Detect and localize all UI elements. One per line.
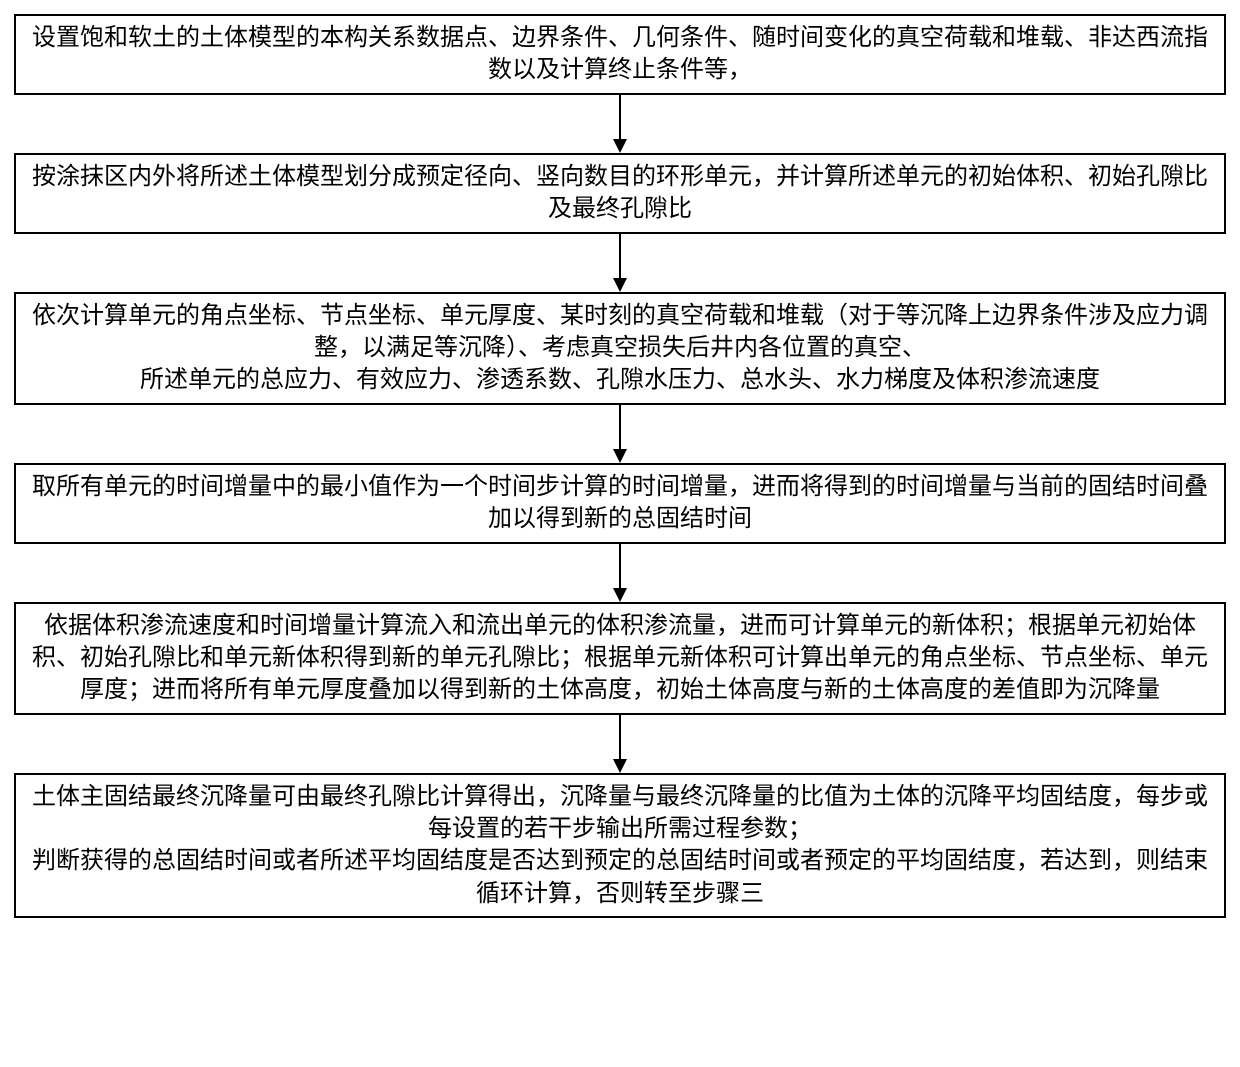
down-arrow-icon [610, 234, 630, 292]
flowchart-step: 取所有单元的时间增量中的最小值作为一个时间步计算的时间增量，进而将得到的时间增量… [14, 463, 1226, 544]
flowchart-arrow [14, 544, 1226, 602]
down-arrow-icon [610, 715, 630, 773]
step-text: 取所有单元的时间增量中的最小值作为一个时间步计算的时间增量，进而将得到的时间增量… [32, 474, 1208, 532]
step-text: 依次计算单元的角点坐标、节点坐标、单元厚度、某时刻的真空荷载和堆载（对于等沉降上… [32, 303, 1208, 394]
flowchart-arrow [14, 234, 1226, 292]
step-text: 依据体积渗流速度和时间增量计算流入和流出单元的体积渗流量，进而可计算单元的新体积… [32, 613, 1208, 704]
flowchart-step: 土体主固结最终沉降量可由最终孔隙比计算得出，沉降量与最终沉降量的比值为土体的沉降… [14, 773, 1226, 919]
flowchart-step: 依次计算单元的角点坐标、节点坐标、单元厚度、某时刻的真空荷载和堆载（对于等沉降上… [14, 292, 1226, 405]
flowchart-step: 设置饱和软土的土体模型的本构关系数据点、边界条件、几何条件、随时间变化的真空荷载… [14, 14, 1226, 95]
flowchart-arrow [14, 715, 1226, 773]
flowchart-arrow [14, 405, 1226, 463]
step-text: 按涂抹区内外将所述土体模型划分成预定径向、竖向数目的环形单元，并计算所述单元的初… [32, 164, 1208, 222]
step-text: 土体主固结最终沉降量可由最终孔隙比计算得出，沉降量与最终沉降量的比值为土体的沉降… [32, 784, 1208, 907]
down-arrow-icon [610, 95, 630, 153]
step-text: 设置饱和软土的土体模型的本构关系数据点、边界条件、几何条件、随时间变化的真空荷载… [32, 25, 1208, 83]
flowchart-container: 设置饱和软土的土体模型的本构关系数据点、边界条件、几何条件、随时间变化的真空荷载… [14, 14, 1226, 918]
down-arrow-icon [610, 405, 630, 463]
flowchart-step: 按涂抹区内外将所述土体模型划分成预定径向、竖向数目的环形单元，并计算所述单元的初… [14, 153, 1226, 234]
down-arrow-icon [610, 544, 630, 602]
flowchart-step: 依据体积渗流速度和时间增量计算流入和流出单元的体积渗流量，进而可计算单元的新体积… [14, 602, 1226, 715]
flowchart-arrow [14, 95, 1226, 153]
